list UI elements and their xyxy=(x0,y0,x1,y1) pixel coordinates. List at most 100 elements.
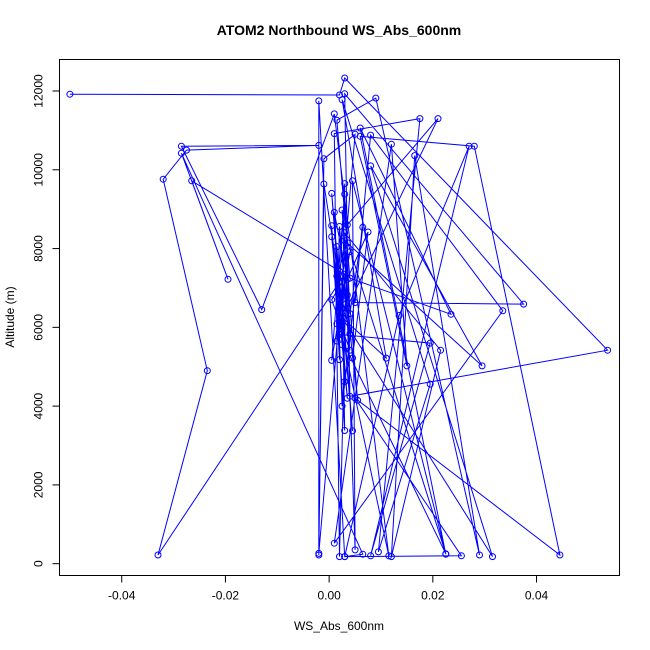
data-point xyxy=(177,142,185,150)
data-point xyxy=(343,275,351,283)
data-point xyxy=(341,427,349,434)
y-tick-label: 10000 xyxy=(32,153,46,187)
series-line xyxy=(69,77,609,558)
data-point xyxy=(447,310,455,318)
x-tick-label: -0.02 xyxy=(212,589,240,603)
data-point xyxy=(349,177,356,185)
data-point xyxy=(465,142,473,150)
data-point xyxy=(343,394,351,402)
data-point xyxy=(382,354,390,362)
data-point xyxy=(338,341,346,349)
data-point xyxy=(374,548,382,556)
data-point xyxy=(333,116,341,124)
y-tick-label: 8000 xyxy=(32,235,46,262)
data-point xyxy=(328,356,336,364)
data-point xyxy=(66,90,74,98)
y-tick-label: 4000 xyxy=(32,392,46,419)
data-point xyxy=(341,74,349,82)
data-point xyxy=(346,330,354,338)
data-point xyxy=(604,346,612,354)
data-point xyxy=(177,149,185,157)
x-axis-label: WS_Abs_600nm xyxy=(294,619,384,633)
data-point xyxy=(330,130,338,138)
data-point xyxy=(356,124,364,132)
y-tick-label: 0 xyxy=(32,560,46,567)
data-point xyxy=(489,553,496,561)
data-point xyxy=(359,550,367,558)
data-point xyxy=(556,551,564,559)
data-point xyxy=(333,243,341,251)
data-point xyxy=(457,552,465,560)
data-point xyxy=(328,222,336,230)
data-point xyxy=(372,94,380,102)
data-point xyxy=(351,130,359,138)
x-tick-label: -0.04 xyxy=(108,589,136,603)
data-point xyxy=(336,319,343,327)
data-point xyxy=(341,378,349,386)
data-point xyxy=(320,180,328,188)
data-point xyxy=(343,304,351,312)
data-point xyxy=(330,110,338,118)
data-point xyxy=(188,177,196,185)
data-point xyxy=(341,229,349,237)
data-point xyxy=(328,189,336,197)
data-point xyxy=(154,551,162,559)
data-point xyxy=(320,155,328,163)
data-point xyxy=(330,208,338,216)
data-point xyxy=(367,162,375,170)
y-tick-label: 2000 xyxy=(32,471,46,498)
x-axis: -0.04 -0.02 0.00 0.02 0.04 xyxy=(108,575,549,603)
data-point xyxy=(478,362,486,370)
data-point xyxy=(328,296,336,304)
data-point xyxy=(426,380,434,388)
data-point xyxy=(385,552,393,560)
data-point xyxy=(346,346,354,354)
data-point xyxy=(315,141,323,149)
data-point xyxy=(351,546,359,554)
data-point xyxy=(403,362,411,370)
data-point xyxy=(341,180,349,188)
data-point xyxy=(349,427,356,435)
data-point xyxy=(330,539,338,547)
y-tick-label: 12000 xyxy=(32,74,46,108)
data-point xyxy=(351,299,359,306)
data-point xyxy=(183,146,190,154)
data-point xyxy=(224,275,232,283)
y-axis-label: Altitude (m) xyxy=(3,286,17,347)
data-point xyxy=(343,221,351,229)
data-point xyxy=(442,550,450,558)
data-point xyxy=(336,553,343,561)
data-point xyxy=(333,337,341,345)
data-point xyxy=(395,312,403,319)
data-point xyxy=(333,320,341,328)
data-point xyxy=(338,96,346,104)
data-point xyxy=(341,90,349,98)
data-point xyxy=(387,140,395,148)
data-point xyxy=(336,356,343,364)
data-point xyxy=(499,307,507,315)
data-point xyxy=(343,239,351,247)
data-point xyxy=(359,223,367,231)
data-point xyxy=(346,248,354,256)
data-point xyxy=(354,396,362,404)
data-point xyxy=(258,306,266,314)
chart-title: ATOM2 Northbound WS_Abs_600nm xyxy=(217,22,462,38)
x-tick-label: 0.00 xyxy=(317,589,341,603)
data-point xyxy=(426,339,434,347)
data-point xyxy=(434,115,442,123)
data-point xyxy=(470,142,478,150)
plot-area xyxy=(66,74,612,561)
data-point xyxy=(336,330,343,338)
x-tick-label: 0.04 xyxy=(525,589,549,603)
data-point xyxy=(341,553,349,561)
y-axis: 0 2000 4000 6000 8000 10000 12000 xyxy=(32,74,60,567)
data-point xyxy=(336,300,343,308)
x-tick-label: 0.02 xyxy=(421,589,445,603)
y-tick-label: 6000 xyxy=(32,314,46,341)
data-point xyxy=(349,354,356,362)
data-point xyxy=(338,402,346,410)
data-point xyxy=(338,206,346,214)
data-point xyxy=(476,551,483,559)
data-point xyxy=(336,223,343,230)
data-point xyxy=(341,190,349,198)
